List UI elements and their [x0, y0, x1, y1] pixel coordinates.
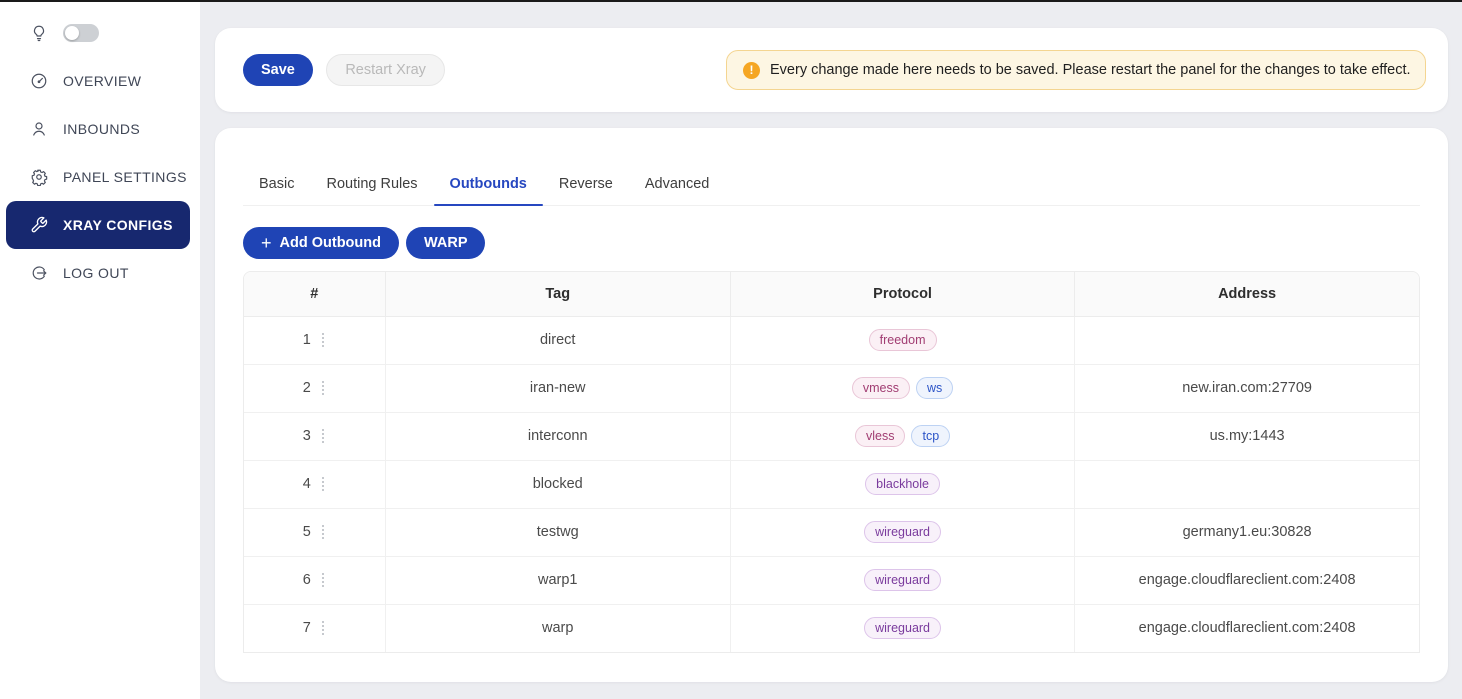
row-menu-icon[interactable]: [320, 427, 326, 445]
tab-outbounds[interactable]: Outbounds: [434, 166, 543, 205]
warp-button[interactable]: WARP: [406, 227, 486, 259]
theme-toggle-row: [0, 9, 200, 57]
theme-toggle[interactable]: [63, 24, 99, 42]
protocol-badge: freedom: [869, 329, 937, 351]
tab-reverse[interactable]: Reverse: [543, 166, 629, 205]
protocol-badge: wireguard: [864, 569, 941, 591]
xray-configs-card: BasicRouting RulesOutboundsReverseAdvanc…: [215, 128, 1448, 682]
sidebar-item-overview[interactable]: OVERVIEW: [0, 57, 200, 105]
toggle-knob: [65, 26, 79, 40]
address-cell: [1075, 316, 1419, 364]
row-number: 6: [303, 572, 311, 588]
sidebar: OVERVIEW INBOUNDS PANEL SETTINGS XRAY CONFI…: [0, 2, 200, 699]
outbounds-table-wrap: #TagProtocolAddress 1 direct freedom 2 iran-…: [243, 271, 1420, 653]
outbounds-table-body: 1 direct freedom 2 iran-new vmessws new.iran.c…: [244, 316, 1419, 652]
alert-text: Every change made here needs to be saved…: [770, 62, 1411, 78]
table-row: 4 blocked blackhole: [244, 460, 1419, 508]
row-menu-icon[interactable]: [320, 379, 326, 397]
table-row: 1 direct freedom: [244, 316, 1419, 364]
column-header-address: Address: [1075, 272, 1419, 316]
add-outbound-label: Add Outbound: [280, 235, 381, 251]
main-area: Save Restart Xray ! Every change made he…: [200, 2, 1462, 699]
column-header-tag: Tag: [385, 272, 730, 316]
warning-icon: !: [743, 62, 760, 79]
restart-xray-button[interactable]: Restart Xray: [326, 54, 445, 86]
protocol-badge: wireguard: [864, 617, 941, 639]
row-number: 3: [303, 428, 311, 444]
tag-cell: iran-new: [385, 364, 730, 412]
row-menu-icon[interactable]: [320, 523, 326, 541]
tag-cell: warp1: [385, 556, 730, 604]
address-cell: engage.cloudflareclient.com:2408: [1075, 604, 1419, 652]
protocol-badge: blackhole: [865, 473, 940, 495]
wrench-icon: [30, 216, 48, 234]
column-header-protocol: Protocol: [730, 272, 1074, 316]
row-menu-icon[interactable]: [320, 475, 326, 493]
sidebar-item-label: LOG OUT: [63, 265, 129, 281]
table-row: 2 iran-new vmessws new.iran.com:27709: [244, 364, 1419, 412]
add-outbound-button[interactable]: + Add Outbound: [243, 227, 399, 259]
table-row: 3 interconn vless tcp us.my:1443: [244, 412, 1419, 460]
address-cell: us.my:1443: [1075, 412, 1419, 460]
table-row: 6 warp1 wireguard engage.cloudflareclient.c…: [244, 556, 1419, 604]
tab-routing-rules[interactable]: Routing Rules: [310, 166, 433, 205]
tag-cell: interconn: [385, 412, 730, 460]
table-actions: + Add Outbound WARP: [243, 227, 1420, 259]
save-button[interactable]: Save: [243, 54, 313, 86]
toolbar-card: Save Restart Xray ! Every change made he…: [215, 28, 1448, 112]
table-row: 5 testwg wireguard germany1.eu:30828: [244, 508, 1419, 556]
row-menu-icon[interactable]: [320, 619, 326, 637]
window-top-edge: [0, 0, 1462, 2]
sidebar-item-inbounds[interactable]: INBOUNDS: [0, 105, 200, 153]
protocol-badge: wireguard: [864, 521, 941, 543]
row-number: 1: [303, 332, 311, 348]
column-header--: #: [244, 272, 385, 316]
sidebar-nav: OVERVIEW INBOUNDS PANEL SETTINGS XRAY CONFI…: [0, 57, 200, 297]
address-cell: [1075, 460, 1419, 508]
table-row: 7 warp wireguard engage.cloudflareclient.co…: [244, 604, 1419, 652]
row-number: 7: [303, 620, 311, 636]
tab-advanced[interactable]: Advanced: [629, 166, 726, 205]
table-header-row: #TagProtocolAddress: [244, 272, 1419, 316]
user-icon: [30, 120, 48, 138]
sidebar-item-label: INBOUNDS: [63, 121, 140, 137]
dashboard-icon: [30, 72, 48, 90]
tag-cell: blocked: [385, 460, 730, 508]
toolbar-buttons: Save Restart Xray: [243, 54, 445, 86]
address-cell: new.iran.com:27709: [1075, 364, 1419, 412]
sidebar-item-log-out[interactable]: LOG OUT: [0, 249, 200, 297]
row-menu-icon[interactable]: [320, 331, 326, 349]
row-number: 4: [303, 476, 311, 492]
gear-icon: [30, 168, 48, 186]
protocol-badge: vless: [855, 425, 905, 447]
sidebar-item-xray-configs[interactable]: XRAY CONFIGS: [6, 201, 190, 249]
protocol-badge: ws: [916, 377, 953, 399]
row-number: 2: [303, 380, 311, 396]
protocol-badge: vmess: [852, 377, 910, 399]
protocol-badge: tcp: [911, 425, 950, 447]
sidebar-item-panel-settings[interactable]: PANEL SETTINGS: [0, 153, 200, 201]
row-number: 5: [303, 524, 311, 540]
bulb-icon: [30, 24, 48, 42]
sidebar-item-label: PANEL SETTINGS: [63, 169, 187, 185]
tag-cell: direct: [385, 316, 730, 364]
tag-cell: testwg: [385, 508, 730, 556]
outbounds-table: #TagProtocolAddress 1 direct freedom 2 iran-…: [244, 272, 1419, 652]
sidebar-item-label: XRAY CONFIGS: [63, 217, 173, 233]
address-cell: engage.cloudflareclient.com:2408: [1075, 556, 1419, 604]
address-cell: germany1.eu:30828: [1075, 508, 1419, 556]
sidebar-item-label: OVERVIEW: [63, 73, 141, 89]
plus-icon: +: [261, 234, 272, 252]
alert-banner: ! Every change made here needs to be sav…: [726, 50, 1426, 90]
tab-basic[interactable]: Basic: [243, 166, 310, 205]
logout-icon: [30, 264, 48, 282]
tab-bar: BasicRouting RulesOutboundsReverseAdvanc…: [243, 128, 1420, 206]
row-menu-icon[interactable]: [320, 571, 326, 589]
tag-cell: warp: [385, 604, 730, 652]
